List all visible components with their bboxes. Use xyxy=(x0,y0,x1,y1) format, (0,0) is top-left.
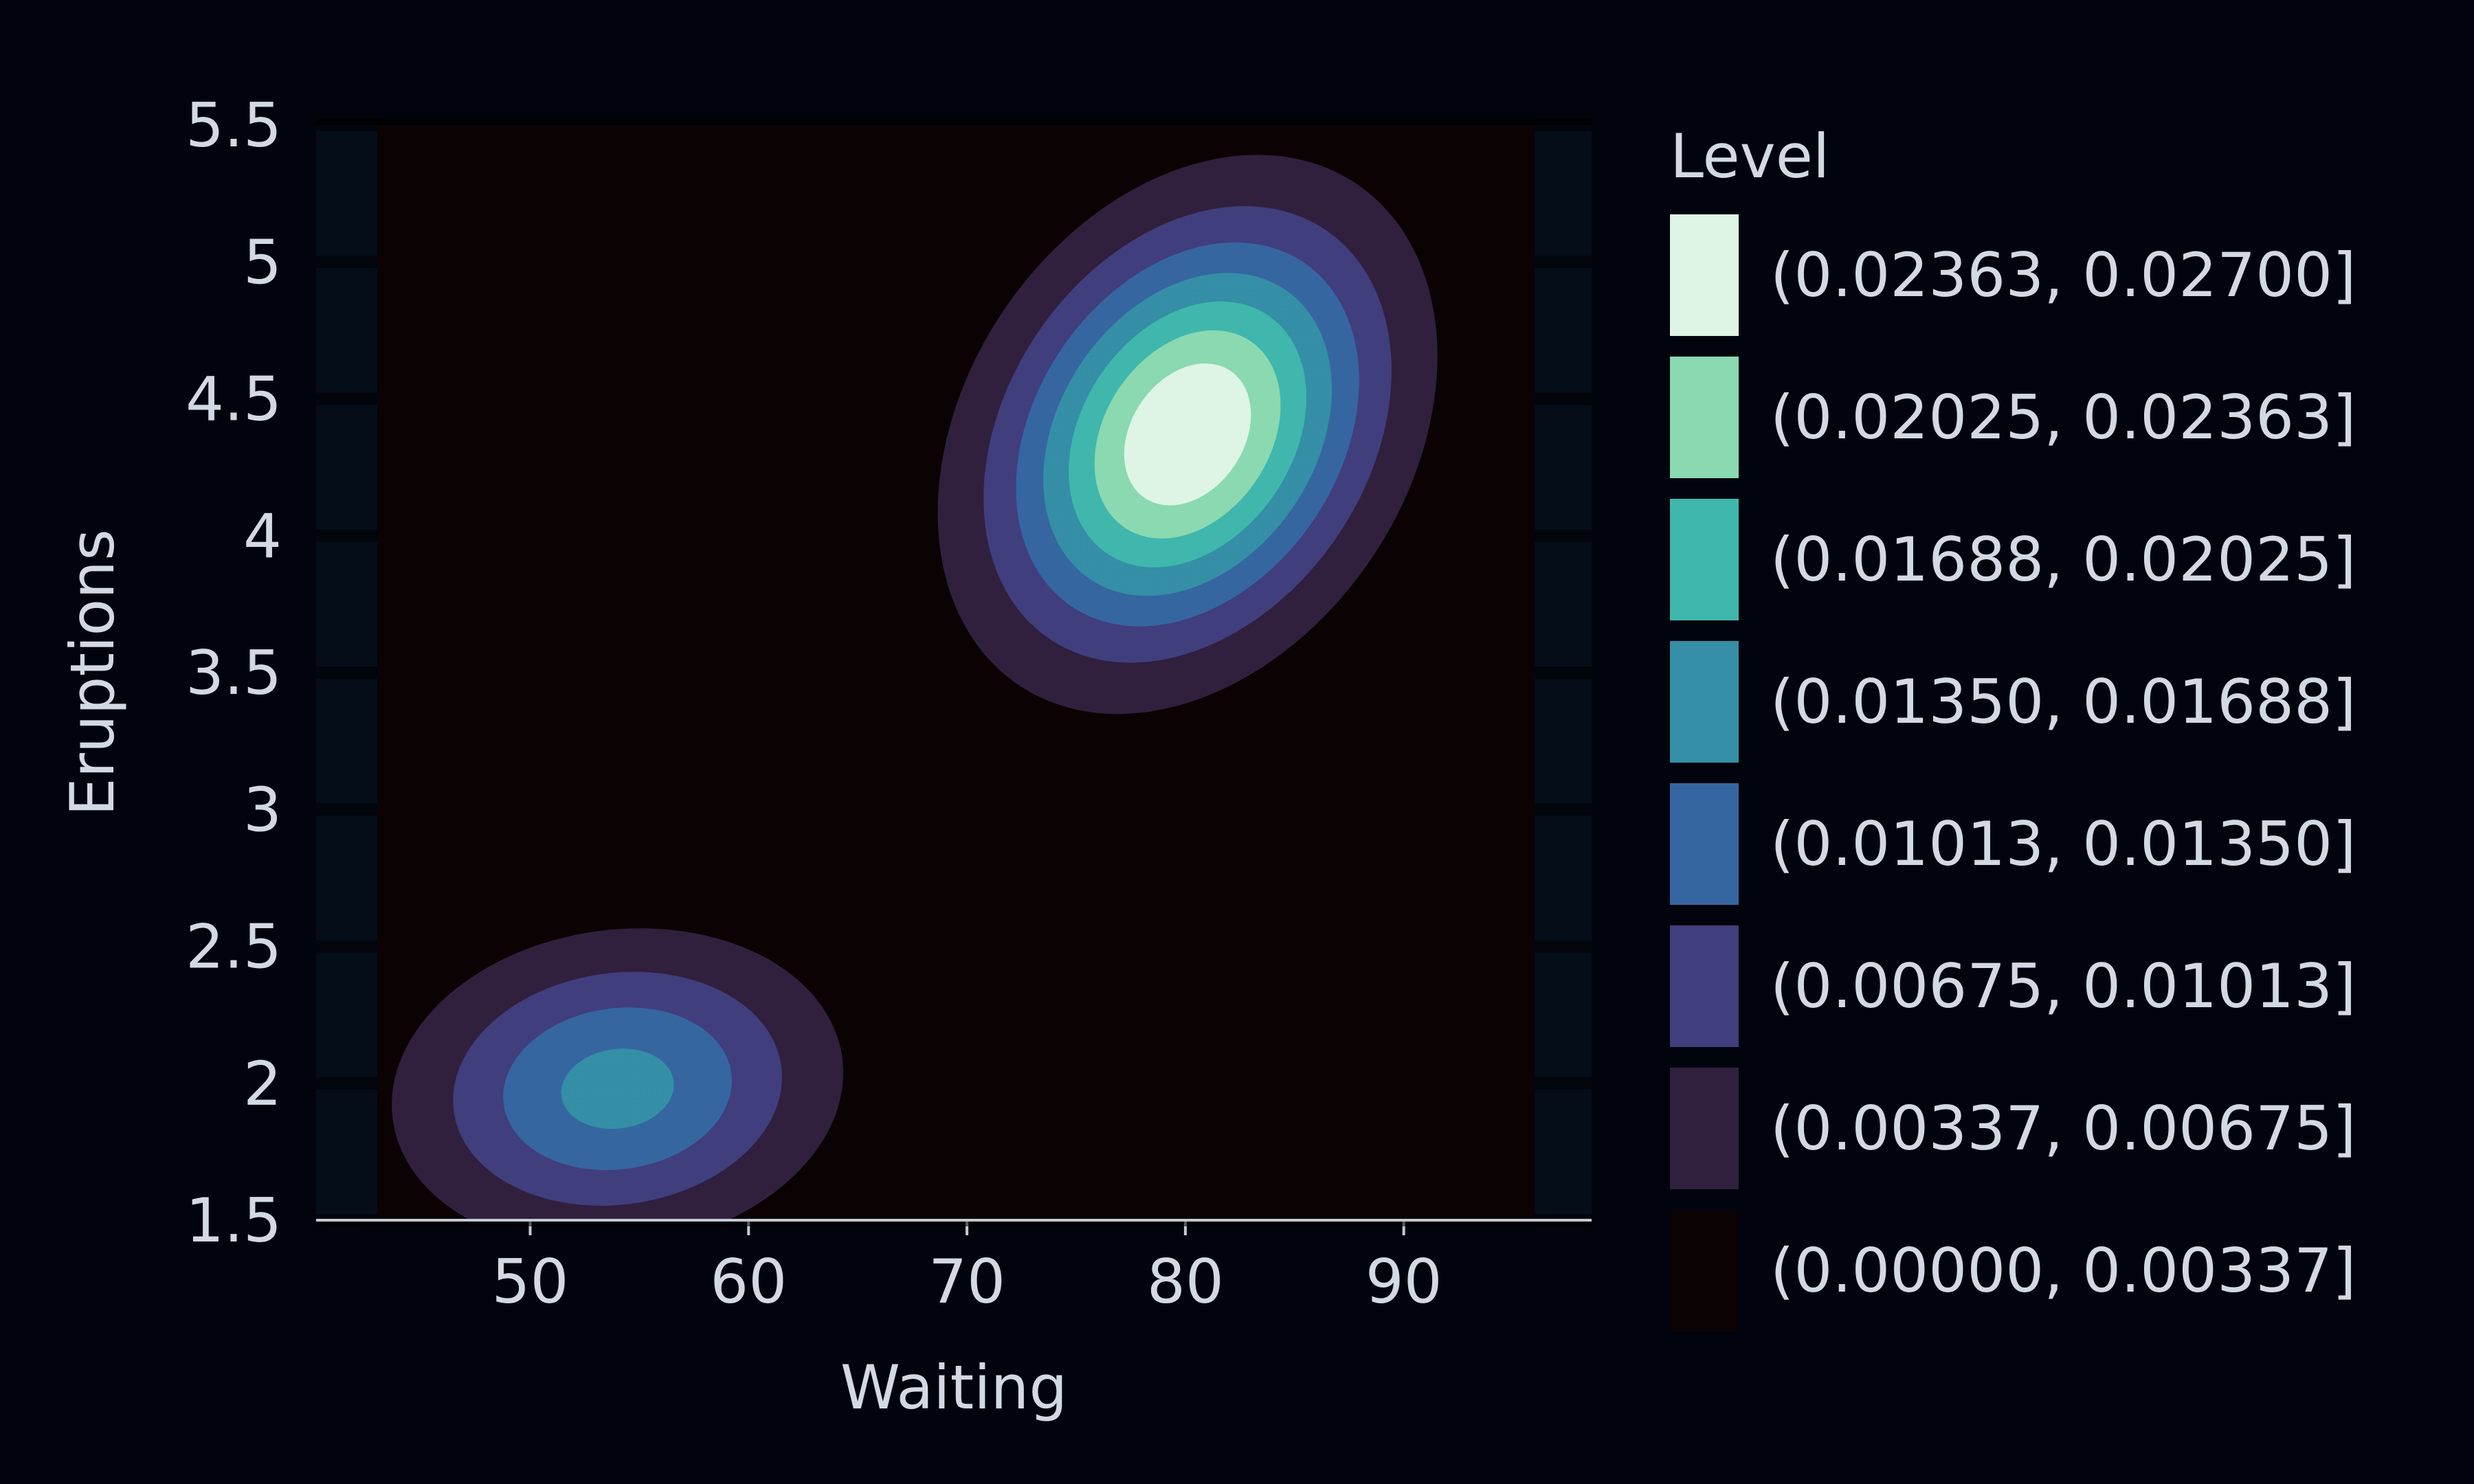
legend-label: (0.00675, 0.01013] xyxy=(1770,951,2356,1022)
y-tick-label: 2.5 xyxy=(186,912,282,982)
legend-swatch xyxy=(1670,357,1739,478)
legend-swatch xyxy=(1670,783,1739,905)
legend-label: (0.00000, 0.00337] xyxy=(1770,1235,2356,1306)
x-tick-label: 50 xyxy=(491,1246,568,1317)
legend-label: (0.01688, 0.02025] xyxy=(1770,524,2356,595)
legend-title: Level xyxy=(1670,121,1829,192)
legend-swatch xyxy=(1670,214,1739,336)
legend-label: (0.01350, 0.01688] xyxy=(1770,666,2356,737)
legend-label: (0.00337, 0.00675] xyxy=(1770,1093,2356,1164)
x-tick-label: 60 xyxy=(710,1246,787,1317)
legend-swatch xyxy=(1670,925,1739,1047)
x-axis-title: Waiting xyxy=(840,1352,1067,1423)
y-tick-label: 5.5 xyxy=(186,90,282,161)
legend-swatch xyxy=(1670,499,1739,620)
y-tick-label: 1.5 xyxy=(186,1185,282,1256)
y-tick-label: 3 xyxy=(243,774,282,845)
legend: (0.02363, 0.02700] (0.02025, 0.02363] (0.0… xyxy=(1670,214,2356,1331)
y-tick-label: 4.5 xyxy=(186,364,282,435)
x-tick-label: 90 xyxy=(1366,1246,1442,1317)
x-tick-label: 80 xyxy=(1147,1246,1224,1317)
y-tick-label: 3.5 xyxy=(186,638,282,708)
x-tick-label: 70 xyxy=(928,1246,1005,1317)
y-axis-title: Eruptions xyxy=(57,529,128,816)
legend-swatch xyxy=(1670,641,1739,763)
contour-fill-layer xyxy=(377,125,1535,1221)
y-tick-label: 4 xyxy=(243,501,282,572)
legend-label: (0.02025, 0.02363] xyxy=(1770,382,2356,453)
legend-swatch xyxy=(1670,1068,1739,1189)
legend-swatch xyxy=(1670,1210,1739,1331)
legend-label: (0.01013, 0.01350] xyxy=(1770,809,2356,879)
contour-band-7 xyxy=(1124,363,1251,506)
y-tick-label: 5 xyxy=(243,227,282,297)
y-tick-label: 2 xyxy=(243,1048,282,1119)
legend-label: (0.02363, 0.02700] xyxy=(1770,240,2356,311)
